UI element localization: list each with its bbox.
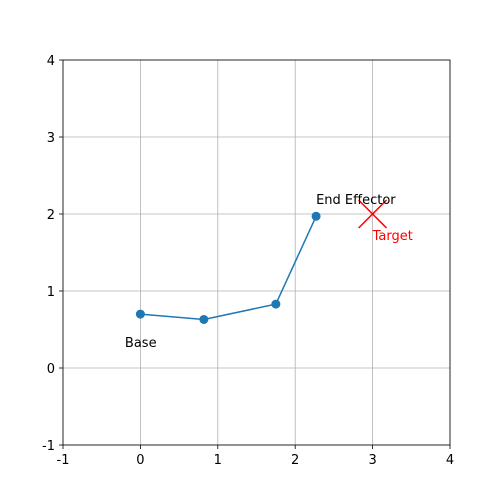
joint-point [135, 309, 145, 319]
y-tick-label: 3 [47, 131, 55, 146]
annotations: Base End Effector Target [125, 193, 413, 351]
joint-point [271, 299, 281, 309]
joint-point [311, 211, 321, 221]
y-tick-label: 0 [47, 362, 55, 377]
axes: -1 0 1 2 3 4 -1 0 1 2 3 4 [42, 54, 454, 468]
x-tick-label: 1 [214, 453, 222, 468]
arm-link-line [140, 215, 317, 321]
axes-frame [62, 59, 451, 446]
x-tick-label: 3 [368, 453, 376, 468]
x-tick-label: 2 [291, 453, 299, 468]
annotation-target: Target [372, 229, 413, 244]
x-tick-label: 4 [446, 453, 454, 468]
plot-area [135, 199, 388, 324]
x-tick-label: -1 [57, 453, 70, 468]
y-tick-label: 2 [47, 208, 55, 223]
target-marker-stroke [358, 199, 388, 229]
x-tick-label: 0 [136, 453, 144, 468]
annotation-end-effector: End Effector [316, 193, 396, 208]
joint-point [199, 314, 209, 324]
annotation-base: Base [125, 336, 157, 351]
y-tick-label: 1 [47, 285, 55, 300]
y-tick-label: -1 [42, 439, 55, 454]
y-tick-label: 4 [47, 54, 55, 69]
